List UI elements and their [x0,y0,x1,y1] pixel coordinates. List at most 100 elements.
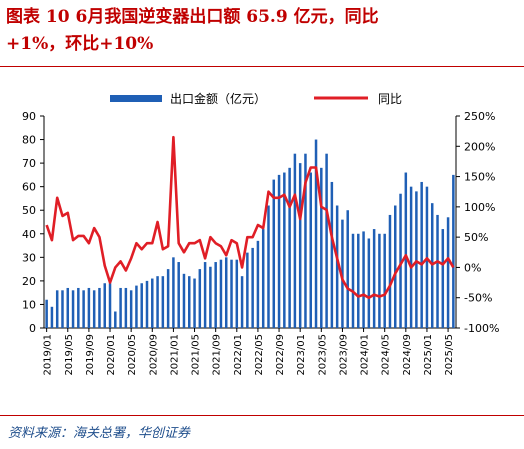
bar [446,217,450,328]
bar [325,153,328,328]
bar [103,283,106,328]
bar [298,163,302,328]
bar [267,205,270,328]
bar [55,290,59,328]
legend-bar-swatch [110,95,162,102]
x-tick-label: 2024/09 [402,334,413,376]
x-tick-label: 2019/01 [43,334,54,376]
footer-divider [0,415,524,416]
export-chart: 出口金额（亿元） 同比 0102030405060708090-100%-50%0… [22,91,499,376]
y-left-tick-label: 80 [22,134,36,147]
bar [394,205,397,328]
bar [182,273,186,328]
y-right-tick-label: 150% [464,171,495,184]
source-note: 资料来源：海关总署，华创证券 [8,426,191,441]
x-tick-label: 2022/01 [233,334,244,376]
bar [351,233,355,328]
legend-line-label: 同比 [378,92,402,106]
bar [188,276,191,328]
bar [420,181,423,328]
bar [209,266,212,328]
y-right-tick-label: 200% [464,140,495,153]
bar [240,276,244,328]
bar [135,285,138,328]
x-tick-label: 2020/05 [127,334,138,376]
bar [71,290,75,328]
x-tick-label: 2022/05 [254,334,265,376]
y-left-tick-label: 20 [22,275,36,288]
bar [151,278,154,328]
bar [129,290,133,328]
bar [198,269,202,328]
bar [452,174,455,328]
y-left-tick-label: 90 [22,110,36,123]
bar [357,233,360,328]
bar [66,287,70,328]
bar [124,287,128,328]
bar [293,153,297,328]
title-line-2: +1%，环比+10% [6,34,154,54]
x-tick-label: 2025/05 [444,334,455,376]
y-right-tick-label: 250% [464,110,495,123]
y-left-tick-label: 40 [22,228,36,241]
x-tick-label: 2021/09 [212,334,223,376]
y-left-tick-label: 70 [22,157,36,170]
chart-axes [40,115,460,332]
bar [362,231,365,328]
y-left-tick-label: 10 [22,298,36,311]
y-right-tick-label: -50% [464,292,492,305]
x-tick-label: 2022/09 [275,334,286,376]
bar [383,233,386,328]
bar [177,262,180,328]
tick-labels: 0 10 20 30 40 50 60 70 80 90 -100% -50% 0% 50% 100% 150… [22,110,499,376]
bar [314,139,318,328]
yoy-line [45,135,455,300]
bar-series [45,139,455,328]
bar [378,233,381,328]
x-tick-label: 2023/09 [338,334,349,376]
bar [246,252,249,328]
x-tick-label: 2024/05 [381,334,392,376]
bar [193,278,196,328]
bar [256,240,260,328]
bar [309,172,312,328]
bar [145,280,149,328]
bar [330,181,334,328]
bar [441,229,445,328]
bar [409,186,413,328]
legend-bar-label: 出口金额（亿元） [170,91,266,106]
bar [166,269,170,328]
bar [415,191,418,328]
bar [335,205,339,328]
bar [304,153,307,328]
bar [203,262,207,328]
bar [114,311,117,328]
x-tick-label: 2020/01 [106,334,117,376]
bar [251,247,254,328]
bar [92,290,96,328]
bar [156,276,159,328]
bar [172,257,175,328]
bar [50,306,54,328]
bar [224,257,228,328]
y-right-tick-label: 50% [464,231,488,244]
bar [277,174,281,328]
y-left-tick-label: 50 [22,204,36,217]
bar [108,283,112,328]
bar [283,172,286,328]
bar [288,167,291,328]
bar [219,259,223,328]
bar [436,214,439,328]
bar [235,259,239,328]
line-series [45,135,455,300]
bar [388,214,392,328]
bar [230,259,233,328]
bar [87,287,91,328]
x-tick-label: 2023/01 [296,334,307,376]
title-divider [0,66,524,67]
bar [320,167,323,328]
bar [367,238,371,328]
bar [140,283,143,328]
x-tick-label: 2019/09 [85,334,96,376]
y-left-tick-label: 0 [29,322,36,335]
